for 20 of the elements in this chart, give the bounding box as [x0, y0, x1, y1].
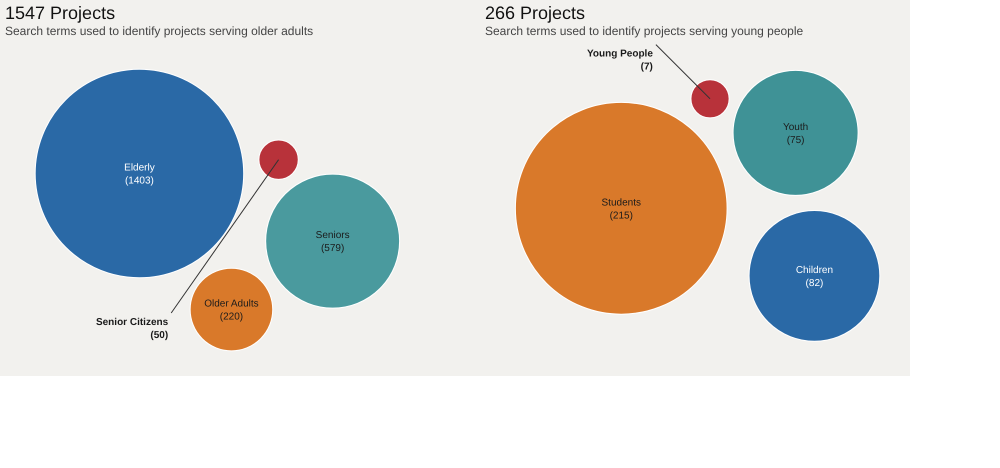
category-label: Youth	[782, 122, 808, 133]
text: 1547 Projects	[5, 3, 116, 23]
category-label: Elderly	[124, 162, 155, 174]
data-label: (82)	[806, 278, 824, 289]
category-label: Children	[796, 264, 834, 276]
category-label: Senior Citizens	[96, 317, 169, 328]
data-label: (1403)	[124, 176, 154, 187]
data-label: (579)	[320, 243, 344, 254]
category-label: Young People	[586, 48, 654, 60]
data-label: (50)	[150, 330, 168, 342]
category-label: Students	[601, 197, 641, 208]
data-label: (75)	[786, 134, 804, 146]
text: 266 Projects	[485, 3, 586, 23]
category-label: Older Adults	[204, 298, 259, 310]
text: Search terms used to identify projects serving young people	[485, 24, 804, 38]
text: Search terms used to identify projects serving older adults	[5, 24, 314, 38]
data-label: (220)	[220, 312, 244, 323]
data-label: (7)	[640, 62, 653, 73]
data-label: (215)	[610, 210, 633, 222]
category-label: Seniors	[316, 230, 350, 242]
